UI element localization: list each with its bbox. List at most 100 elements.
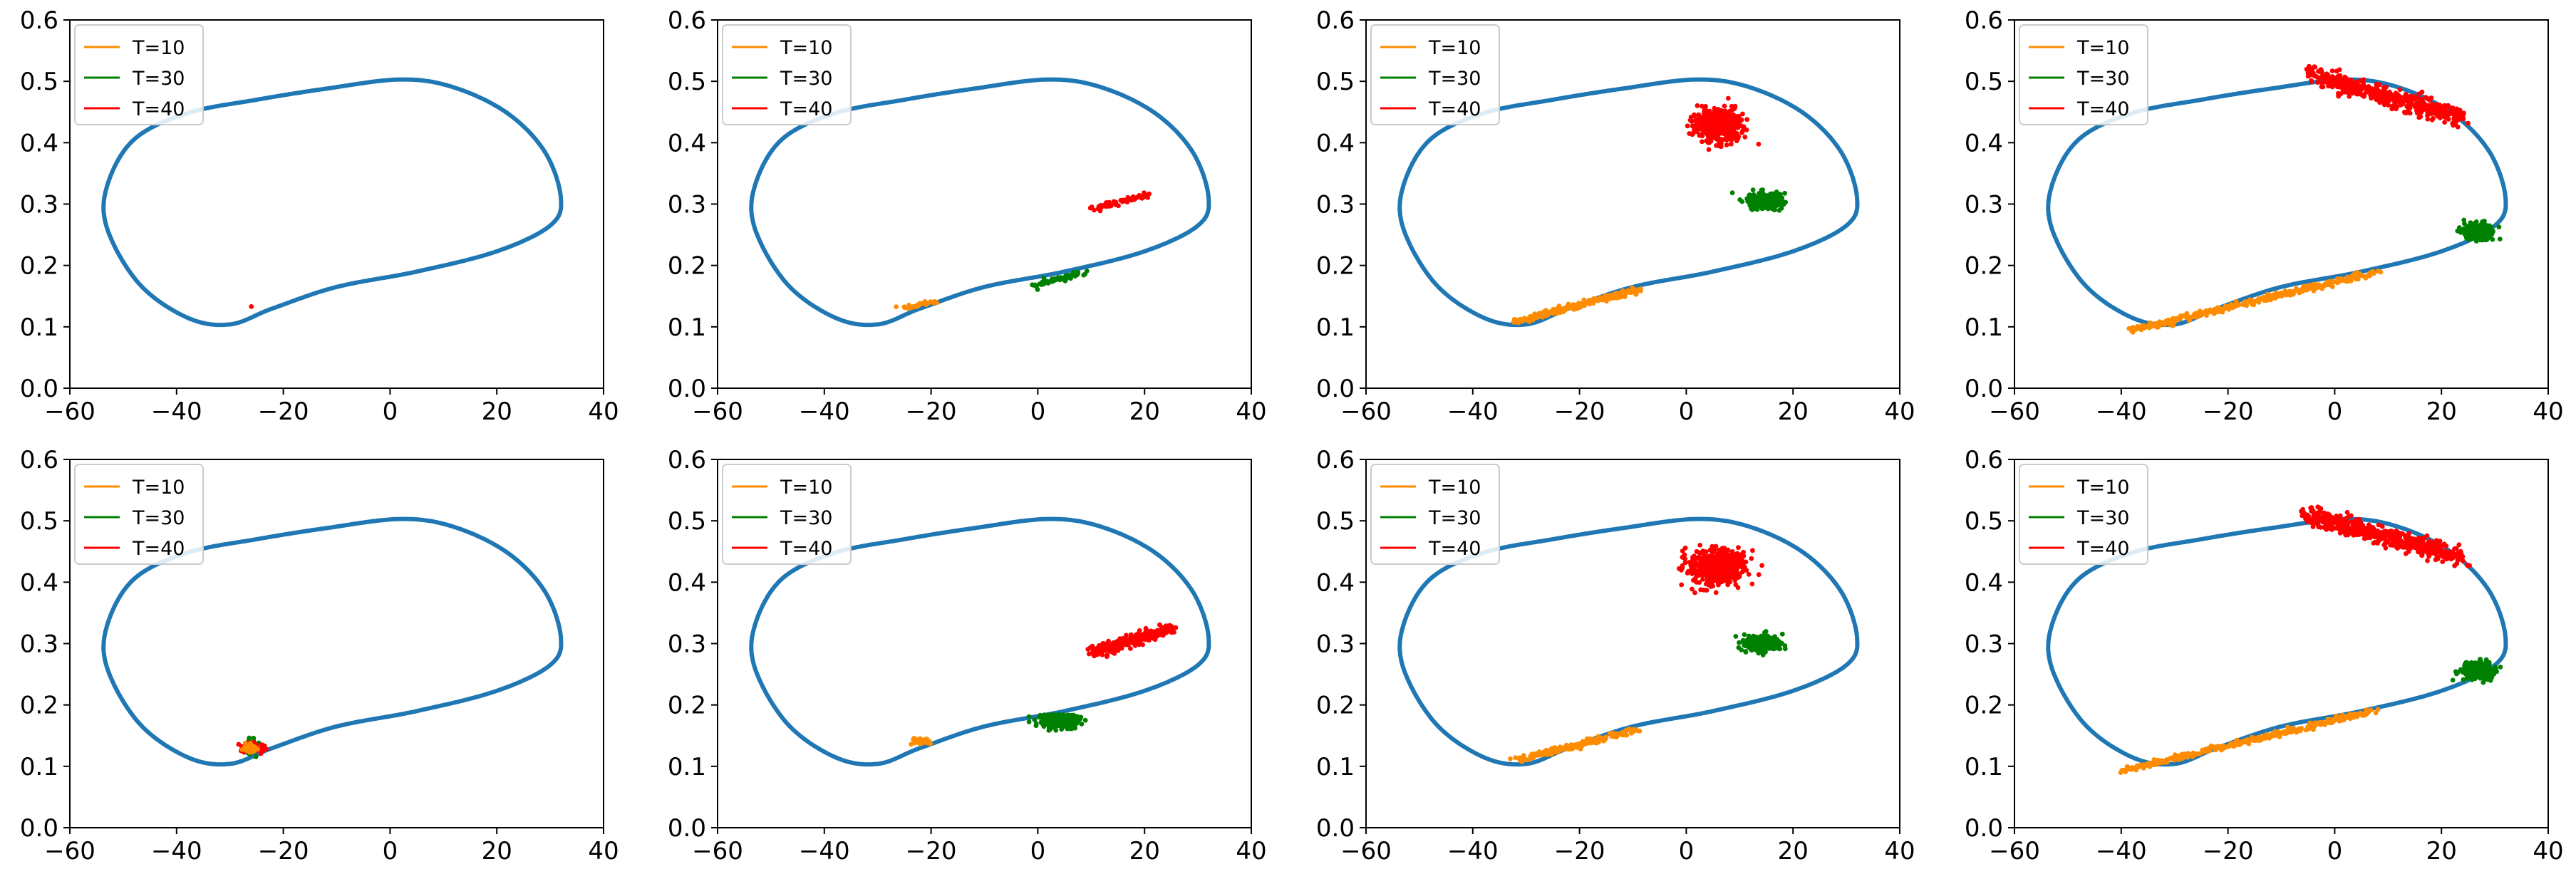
data-point: [2364, 711, 2369, 717]
data-point: [2497, 236, 2503, 241]
data-point: [2367, 271, 2373, 276]
data-point: [2425, 116, 2431, 122]
data-point: [2178, 754, 2183, 759]
data-point: [1534, 751, 1540, 756]
y-tick-label: 0.3: [1316, 630, 1355, 659]
data-point: [1741, 124, 1747, 130]
data-point: [1154, 632, 1160, 638]
data-point: [1128, 639, 1134, 645]
data-point: [2128, 766, 2134, 772]
data-point: [2301, 285, 2307, 291]
legend-label: T=30: [780, 68, 832, 90]
data-point: [1749, 581, 1755, 587]
data-point: [2465, 230, 2471, 235]
data-point: [2434, 102, 2440, 108]
x-tick-label: −60: [44, 397, 95, 426]
legend-label: T=40: [1428, 538, 1481, 560]
data-point: [1143, 625, 1149, 631]
legend-label: T=40: [780, 538, 832, 560]
data-point: [1770, 201, 1775, 207]
data-point: [1574, 744, 1580, 750]
data-point: [2440, 105, 2446, 111]
legend: T=10T=30T=40: [1370, 24, 1500, 125]
data-point: [2458, 113, 2464, 118]
data-point: [1053, 727, 1059, 733]
data-point: [1779, 631, 1785, 637]
data-point: [2167, 321, 2172, 326]
y-tick-label: 0.0: [20, 375, 58, 403]
y-tick-label: 0.2: [20, 252, 58, 281]
data-point: [1737, 197, 1743, 202]
scatter-t40: [249, 304, 254, 309]
data-point: [2426, 105, 2431, 110]
legend-label: T=40: [2076, 98, 2129, 120]
data-point: [2408, 93, 2414, 99]
data-point: [2313, 282, 2319, 288]
data-point: [1749, 202, 1754, 207]
data-point: [1695, 568, 1701, 574]
data-point: [1059, 727, 1065, 732]
data-point: [2275, 731, 2280, 737]
y-tick-label: 0.5: [668, 68, 706, 96]
x-tick-label: 20: [1778, 397, 1809, 426]
legend-label: T=30: [780, 507, 832, 529]
data-point: [1701, 587, 1707, 593]
y-tick-label: 0.1: [668, 313, 706, 342]
data-point: [2311, 71, 2316, 76]
subplot-3: −60 −40 −20 0 20 400.00.10.20.30.40.50.6T=10T…: [1316, 6, 1915, 426]
data-point: [2462, 221, 2467, 227]
data-point: [2222, 306, 2228, 311]
data-point: [1688, 563, 1694, 568]
y-tick-label: 0.5: [1316, 68, 1355, 96]
data-point: [1092, 646, 1097, 651]
data-point: [2347, 86, 2352, 92]
legend-box: [2019, 24, 2148, 125]
data-point: [2455, 117, 2461, 123]
data-point: [249, 304, 254, 309]
data-point: [1568, 304, 1574, 310]
y-tick-label: 0.6: [1965, 6, 2003, 35]
data-point: [2329, 281, 2334, 286]
data-point: [1694, 124, 1700, 130]
data-point: [2357, 271, 2363, 277]
data-point: [1623, 292, 1628, 298]
data-point: [1169, 629, 1174, 635]
data-point: [2290, 729, 2295, 734]
data-point: [1724, 142, 1729, 147]
subplot-7: −60 −40 −20 0 20 400.00.10.20.30.40.50.6T=10T…: [1316, 446, 1915, 865]
scatter-t30: [2450, 657, 2503, 685]
data-point: [1553, 749, 1558, 755]
data-point: [1556, 308, 1561, 313]
data-point: [1598, 735, 1604, 741]
data-point: [2374, 97, 2380, 103]
data-point: [2159, 758, 2165, 764]
data-point: [2343, 84, 2349, 89]
data-point: [1715, 552, 1720, 558]
data-point: [1123, 640, 1128, 645]
data-point: [2448, 109, 2453, 115]
data-point: [2297, 727, 2302, 732]
data-point: [1595, 298, 1600, 303]
legend-label: T=30: [1428, 507, 1481, 529]
data-point: [1703, 123, 1709, 128]
data-point: [2473, 239, 2479, 244]
data-point: [2357, 90, 2362, 95]
data-point: [1759, 563, 1765, 568]
data-point: [2241, 739, 2247, 744]
y-tick-label: 0.2: [20, 692, 58, 720]
legend: T=10T=30T=40: [722, 464, 852, 565]
data-point: [1747, 197, 1752, 202]
data-point: [1713, 590, 1719, 595]
data-point: [1734, 138, 1739, 144]
data-point: [2430, 110, 2436, 115]
data-point: [1105, 645, 1111, 650]
data-point: [1586, 301, 1592, 306]
data-point: [913, 739, 919, 745]
y-tick-label: 0.5: [20, 507, 58, 536]
data-point: [247, 749, 252, 755]
data-point: [1718, 136, 1723, 142]
data-point: [1173, 625, 1179, 630]
data-point: [1770, 645, 1775, 651]
subplot-2: −60 −40 −20 0 20 400.00.10.20.30.40.50.6T=10T…: [668, 6, 1267, 426]
